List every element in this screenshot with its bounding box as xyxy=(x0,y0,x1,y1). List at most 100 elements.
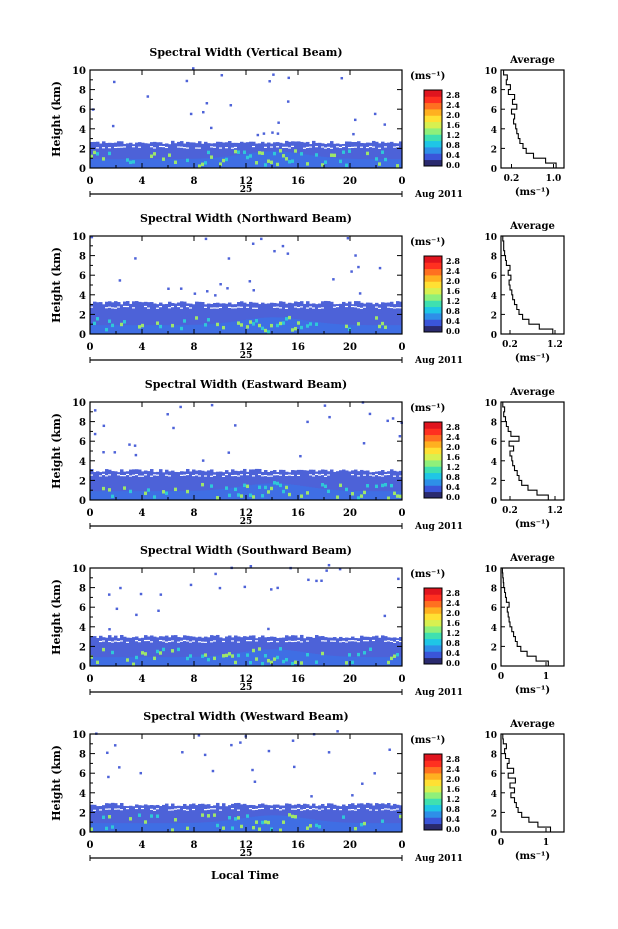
heatmap-speckle xyxy=(381,321,384,326)
heatmap-speckle xyxy=(261,661,264,666)
heatmap-core xyxy=(165,159,169,168)
heatmap-core xyxy=(198,490,202,500)
heatmap-column xyxy=(303,638,307,666)
heatmap-gap xyxy=(279,307,283,309)
heatmap-column xyxy=(375,803,379,832)
heatmap-speckle xyxy=(399,494,402,499)
heatmap-core xyxy=(318,156,322,168)
heatmap-core xyxy=(93,823,97,832)
heatmap-core xyxy=(309,653,313,666)
heatmap-gap xyxy=(222,640,226,643)
heatmap-column xyxy=(159,806,163,832)
heatmap-echo xyxy=(197,734,201,737)
heatmap-gap xyxy=(156,474,160,476)
heatmap-core xyxy=(297,319,301,334)
heatmap-column xyxy=(120,304,124,334)
heatmap-core xyxy=(168,325,172,334)
heatmap-gap xyxy=(273,474,277,476)
heatmap-gap xyxy=(189,641,193,643)
colorbar-swatch xyxy=(424,760,442,768)
heatmap-gap xyxy=(135,640,139,642)
heatmap-gap xyxy=(357,475,361,477)
heatmap-core xyxy=(300,485,304,500)
heatmap-speckle xyxy=(222,654,225,658)
heatmap-gap xyxy=(183,809,187,811)
heatmap-speckle xyxy=(168,153,171,157)
y-tick-label: 6 xyxy=(79,271,86,282)
heatmap-column xyxy=(105,637,109,666)
heatmap-column xyxy=(198,301,202,334)
heatmap-gap xyxy=(219,147,223,149)
heatmap-core xyxy=(159,491,163,500)
average-y-tick-label: 4 xyxy=(491,458,497,468)
heatmap-core xyxy=(294,484,298,500)
heatmap-column xyxy=(111,302,115,334)
month-label: Aug 2011 xyxy=(414,688,463,698)
day-label: 25 xyxy=(240,517,253,527)
heatmap-speckle xyxy=(237,493,240,497)
y-tick-label: 0 xyxy=(79,330,86,341)
heatmap-gap xyxy=(351,809,355,811)
heatmap-gap xyxy=(258,808,262,810)
heatmap-column xyxy=(216,471,220,500)
heatmap-gap xyxy=(117,146,121,148)
heatmap-column xyxy=(147,302,151,334)
colorbar-swatch xyxy=(424,485,442,493)
heatmap-column xyxy=(219,637,223,666)
x-tick-label: 0 xyxy=(87,342,94,353)
colorbar-frame xyxy=(423,587,443,665)
heatmap-column xyxy=(117,302,121,334)
heatmap-column xyxy=(231,304,235,334)
heatmap-speckle xyxy=(123,486,126,490)
heatmap-column xyxy=(156,471,160,500)
heatmap-speckle xyxy=(384,482,387,487)
heatmap-core xyxy=(120,823,124,832)
heatmap-core xyxy=(342,822,346,832)
heatmap-column xyxy=(399,301,403,334)
heatmap-speckle xyxy=(195,316,198,320)
average-frame xyxy=(500,235,565,335)
heatmap-core xyxy=(189,822,193,832)
heatmap-core xyxy=(357,158,361,168)
heatmap-gap xyxy=(354,640,358,642)
heatmap-core xyxy=(300,153,304,168)
heatmap-column xyxy=(132,144,136,168)
colorbar-swatch xyxy=(424,754,442,761)
heatmap-speckle xyxy=(144,652,147,656)
day-label: 25 xyxy=(240,351,253,361)
heatmap-speckle xyxy=(396,653,399,657)
heatmap-core xyxy=(213,489,217,500)
average-frame xyxy=(500,401,565,501)
heatmap-speckle xyxy=(261,326,264,331)
heatmap-column xyxy=(114,471,118,500)
heatmap-speckle xyxy=(150,814,153,818)
heatmap-speckle xyxy=(285,317,288,321)
heatmap-core xyxy=(282,649,286,666)
heatmap-gap xyxy=(291,808,295,810)
heatmap-speckle xyxy=(282,489,285,494)
x-tick-label: 8 xyxy=(191,840,198,851)
heatmap-column xyxy=(189,471,193,500)
heatmap-column xyxy=(123,805,127,832)
heatmap-speckle xyxy=(204,653,207,657)
heatmap-gap xyxy=(225,147,229,149)
heatmap-core xyxy=(198,822,202,832)
colorbar-tick-label: 2.4 xyxy=(446,266,460,276)
heatmap-echo xyxy=(167,287,170,290)
heatmap-gap xyxy=(288,474,292,476)
heatmap-core xyxy=(315,487,319,500)
heatmap-gap xyxy=(174,808,178,810)
heatmap-speckle xyxy=(255,319,258,323)
heatmap-speckle xyxy=(132,160,135,164)
heatmap-column xyxy=(183,301,187,334)
heatmap-echo xyxy=(214,572,217,576)
heatmap-gap xyxy=(390,809,394,811)
heatmap-column xyxy=(315,635,319,666)
heatmap-core xyxy=(171,491,175,500)
y-tick-label: 4 xyxy=(79,291,86,302)
heatmap-core xyxy=(150,159,154,168)
colorbar-tick-label: 2.8 xyxy=(446,754,460,764)
heatmap-column xyxy=(117,638,121,666)
heatmap-gap xyxy=(108,306,112,308)
heatmap-core xyxy=(369,657,373,666)
